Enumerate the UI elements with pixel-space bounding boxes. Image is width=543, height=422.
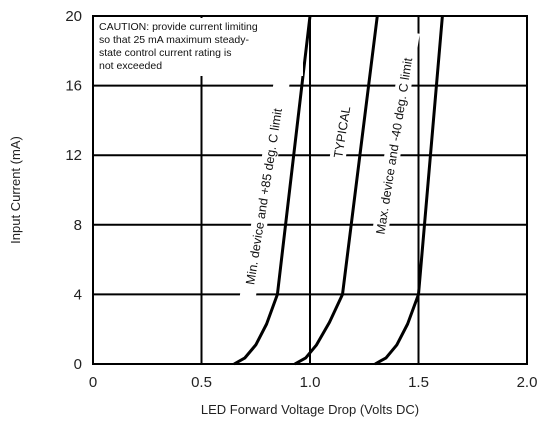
series-line-1 [233, 15, 312, 366]
y-tick-label: 12 [65, 147, 82, 164]
caution-text-line: so that 25 mA maximum steady- [99, 34, 249, 46]
caution-text-line: not exceeded [99, 60, 162, 72]
series-label: Max. device and -40 deg. C limit [373, 56, 415, 235]
curve-label-group: Min. device and +85 deg. C limit [237, 78, 290, 315]
x-tick-label: 0.5 [191, 374, 212, 391]
x-axis-label: LED Forward Voltage Drop (Volts DC) [201, 402, 419, 417]
y-tick-label: 0 [74, 356, 82, 373]
y-tick-label: 20 [65, 8, 82, 25]
plot-frame [92, 15, 528, 365]
curves [233, 15, 444, 366]
y-tick-label: 8 [74, 217, 82, 234]
curve-label-background [328, 99, 355, 165]
caution-text-line: CAUTION: provide current limiting [99, 21, 258, 33]
x-tick-label: 0 [89, 374, 97, 391]
x-tick-label: 1.0 [300, 374, 321, 391]
curve-label-background [367, 31, 420, 261]
series-line-3 [374, 15, 444, 366]
caution-background [95, 18, 303, 76]
tick-labels: 0 0.5 1.0 1.5 2.0 0 4 8 12 16 20 [65, 8, 537, 391]
curve-label-background [237, 78, 290, 315]
series-label: TYPICAL [331, 105, 353, 159]
series-label: Min. device and +85 deg. C limit [243, 107, 285, 286]
y-tick-label: 4 [74, 286, 82, 303]
y-axis-label: Input Current (mA) [8, 136, 23, 244]
curve-label-group: Max. device and -40 deg. C limit [367, 31, 420, 261]
y-tick-label: 16 [65, 78, 82, 95]
caution-text-line: state control current rating is [99, 47, 231, 59]
series-line-2 [294, 15, 379, 366]
x-tick-label: 1.5 [408, 374, 429, 391]
x-tick-label: 2.0 [517, 374, 538, 391]
